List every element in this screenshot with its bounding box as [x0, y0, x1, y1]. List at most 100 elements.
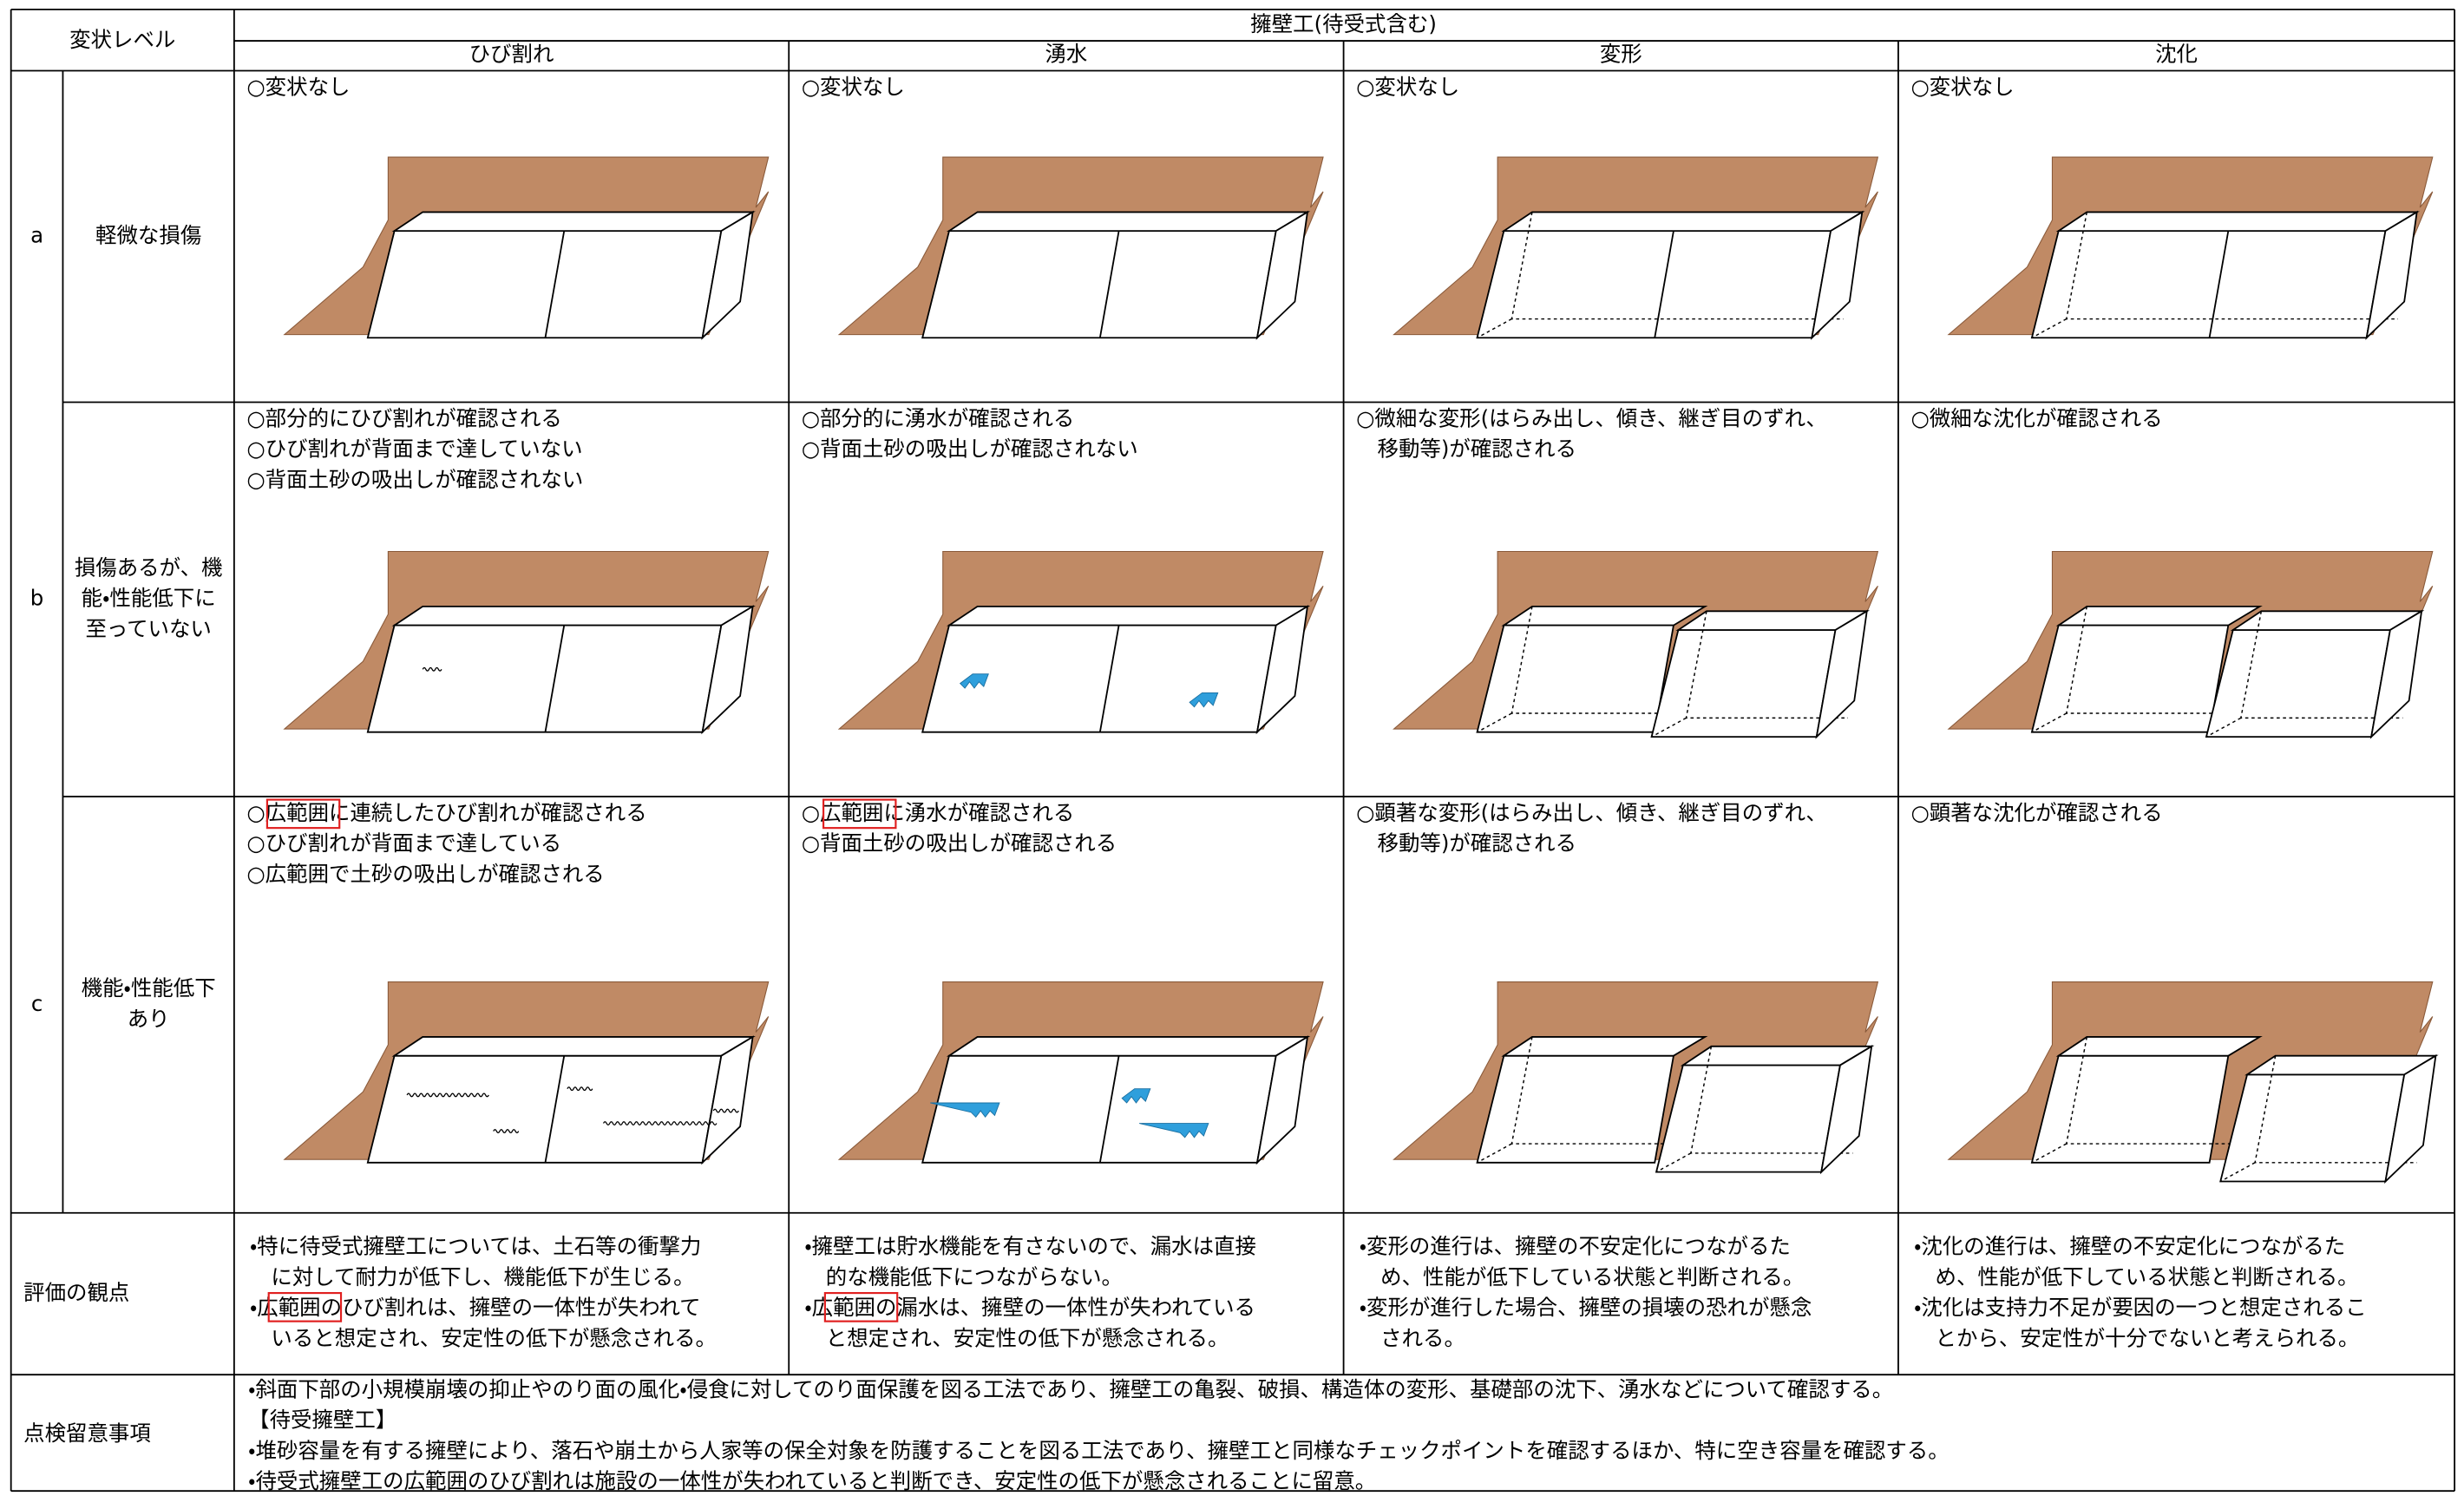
- wall-joint: [544, 230, 566, 338]
- wall-illustration: [837, 981, 1324, 1165]
- level-description: 機能・性能低下: [82, 975, 216, 1001]
- wall-illustration: [1393, 981, 1879, 1175]
- evaluation-text: とから、安定性が十分でないと考えられる。: [1914, 1325, 2359, 1350]
- condition-text: ○変状なし: [246, 74, 350, 99]
- inspection-text: 【待受擁壁工】: [248, 1407, 396, 1433]
- wall-illustration: [837, 550, 1324, 735]
- inspection-text: ・斜面下部の小規模崩壊の抑止やのり面の風化・侵食に対してのり面保護を図る工法であ…: [248, 1376, 1893, 1401]
- condition-text: 移動等)が確認される: [1356, 830, 1576, 856]
- wall-side: [2369, 609, 2423, 739]
- evaluation-label: 評価の観点: [23, 1280, 129, 1305]
- hidden-edge: [2219, 1162, 2256, 1183]
- level-description: 損傷あるが、機: [75, 554, 223, 580]
- wall-joint: [1098, 625, 1120, 732]
- wall-side: [1255, 1035, 1309, 1165]
- inspection-text: ・堆砂容量を有する擁壁により、落石や崩土から人家等の保全対象を防護することを図る…: [248, 1438, 1950, 1463]
- condition-text: ○部分的に湧水が確認される: [802, 405, 1075, 430]
- wall-side: [701, 605, 754, 735]
- wall-front: [1476, 230, 1832, 339]
- column-header: 変形: [1600, 41, 1642, 66]
- hidden-edge: [1651, 717, 1687, 738]
- wall-front: [2030, 624, 2230, 733]
- condition-text: ○変状なし: [1910, 74, 2014, 99]
- wall-top: [1501, 1036, 1708, 1057]
- wall-top: [1501, 211, 1865, 233]
- level-description: 能・性能低下に: [82, 586, 216, 611]
- wall-illustration: [1947, 550, 2434, 739]
- wall-top: [946, 211, 1311, 233]
- condition-text: ○広範囲に連続したひび割れが確認される: [246, 800, 646, 825]
- hidden-edge: [1477, 318, 1512, 338]
- wall-illustration: [1393, 550, 1879, 739]
- group-title: 擁壁工(待受式含む): [1250, 11, 1437, 36]
- water: [1189, 692, 1219, 708]
- wall-joint: [1654, 230, 1674, 338]
- hidden-edge: [1477, 1143, 1512, 1164]
- wall-top: [391, 605, 756, 627]
- evaluation-text: ・変形が進行した場合、擁壁の損壊の恐れが懸念: [1360, 1295, 1812, 1320]
- wall-top: [946, 605, 1311, 627]
- condition-text: ○微細な沈化が確認される: [1910, 405, 2162, 430]
- condition-text: ○背面土砂の吸出しが確認される: [802, 830, 1117, 856]
- wall-illustration: [283, 550, 770, 735]
- condition-text: ○ひび割れが背面まで達している: [246, 830, 561, 856]
- wall-front: [1650, 629, 1837, 738]
- water: [930, 1102, 1000, 1119]
- wall-joint: [1098, 1055, 1120, 1163]
- wall-illustration: [283, 981, 770, 1165]
- evaluation-text: ・広範囲の漏水は、擁壁の一体性が失われている: [804, 1295, 1255, 1320]
- wall-joint: [1098, 230, 1120, 338]
- hidden-edge: [1655, 1152, 1692, 1173]
- wall-side: [2384, 1053, 2437, 1184]
- evaluation-text: ・広範囲のひび割れは、擁壁の一体性が失われて: [250, 1295, 701, 1320]
- evaluation-text: ・変形の進行は、擁壁の不安定化につながるた: [1360, 1234, 1791, 1259]
- evaluation-text: と想定され、安定性の低下が懸念される。: [804, 1325, 1229, 1350]
- wall-front: [2219, 1073, 2406, 1183]
- crack: [712, 1108, 739, 1113]
- wall-joint: [544, 625, 566, 732]
- evaluation-text: ・擁壁工は貯水機能を有さないので、漏水は直接: [804, 1234, 1256, 1259]
- water: [959, 673, 989, 689]
- wall-side: [701, 210, 754, 340]
- column-header: 湧水: [1045, 41, 1087, 66]
- crack: [493, 1129, 520, 1134]
- hidden-edge: [2031, 712, 2068, 733]
- wall-front: [2205, 629, 2391, 738]
- evaluation-text: 的な機能低下につながらない。: [804, 1264, 1123, 1289]
- crack: [406, 1092, 489, 1098]
- wall-front: [1476, 1054, 1675, 1164]
- wall-illustration: [283, 156, 770, 340]
- evaluation-text: め、性能が低下している状態と判断される。: [1914, 1264, 2359, 1289]
- table-grid: [10, 8, 2456, 1493]
- condition-text: ○顕著な沈化が確認される: [1910, 800, 2162, 825]
- condition-text: ○背面土砂の吸出しが確認されない: [246, 467, 583, 492]
- crack: [422, 666, 442, 672]
- wall-side: [1255, 210, 1309, 340]
- evaluation-text: に対して耐力が低下し、機能低下が生じる。: [250, 1264, 695, 1289]
- hidden-edge: [2031, 318, 2068, 338]
- illustrations: [283, 156, 2439, 1184]
- wall-top: [2055, 1036, 2263, 1057]
- column-header: ひび割れ: [469, 41, 554, 66]
- wall-front: [2030, 1054, 2230, 1164]
- wall-front: [366, 1054, 723, 1164]
- wall-illustration: [1947, 981, 2439, 1184]
- column-header: 沈化: [2155, 41, 2198, 66]
- wall-front: [1476, 624, 1675, 733]
- hidden-edge: [2031, 1143, 2068, 1164]
- condition-text: ○部分的にひび割れが確認される: [246, 405, 562, 430]
- wall-joint: [2208, 230, 2230, 338]
- water: [1139, 1123, 1209, 1138]
- wall-illustration: [1947, 156, 2434, 340]
- wall-side: [1819, 1045, 1873, 1175]
- wall-top: [2055, 211, 2420, 233]
- wall-top: [391, 1036, 756, 1057]
- condition-text: ○変状なし: [802, 74, 905, 99]
- wall-illustration: [837, 156, 1324, 340]
- wall-front: [2030, 230, 2387, 339]
- condition-text: ○ひび割れが背面まで達していない: [246, 436, 582, 462]
- highlight-boxes: [265, 798, 899, 1322]
- level-description: 至っていない: [85, 616, 211, 641]
- condition-text: ○微細な変形(はらみ出し、傾き、継ぎ目のずれ、: [1356, 405, 1827, 430]
- evaluation-text: いると想定され、安定性の低下が懸念される。: [250, 1325, 717, 1350]
